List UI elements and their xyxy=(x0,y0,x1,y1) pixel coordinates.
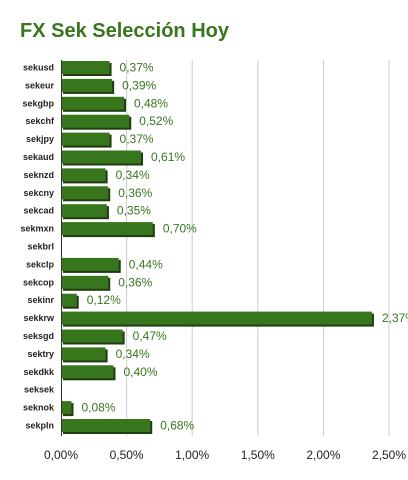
category-label: sekchf xyxy=(25,116,55,126)
labels: 0,00% 0,50% 1,00% 1,50% 2,00% 2,50% sekusd 0,37… xyxy=(20,61,408,463)
category-label: sekkrw xyxy=(23,313,55,323)
category-label: seksek xyxy=(24,385,55,395)
value-label: 0,35% xyxy=(117,204,151,218)
value-label: 0,47% xyxy=(133,329,167,343)
category-label: sekbrl xyxy=(27,242,54,252)
bar-sekjpy xyxy=(61,132,110,146)
bar-seksgd xyxy=(61,329,123,343)
category-label: seknok xyxy=(23,403,55,413)
category-label: seknzd xyxy=(23,170,54,180)
category-label: sekmxn xyxy=(20,224,54,234)
bar-sektry xyxy=(61,347,106,361)
category-label: sekcop xyxy=(23,277,55,287)
x-tick-label: 1,50% xyxy=(241,448,275,462)
bar-seknzd xyxy=(61,168,106,182)
chart-title: FX Sek Selección Hoy xyxy=(20,20,229,42)
x-tick-label: 0,50% xyxy=(110,448,144,462)
value-label: 0,34% xyxy=(116,347,150,361)
bar-sekdkk xyxy=(61,365,114,379)
category-label: sektry xyxy=(27,349,54,359)
bar-sekcny xyxy=(61,186,109,200)
value-label: 0,37% xyxy=(120,61,154,75)
bar-sekcop xyxy=(61,275,109,289)
bar-sekgbp xyxy=(61,96,124,110)
value-label: 0,12% xyxy=(87,293,121,307)
category-label: sekusd xyxy=(23,63,54,73)
value-label: 0,40% xyxy=(123,365,157,379)
bar-sekmxn xyxy=(61,222,153,236)
value-label: 2,37% xyxy=(382,311,408,325)
category-label: sekjpy xyxy=(26,134,54,144)
bar-sekusd xyxy=(61,61,110,74)
grid-lines xyxy=(126,60,390,436)
x-tick-label: 1,00% xyxy=(175,448,209,462)
value-label: 0,36% xyxy=(118,186,152,200)
value-label: 0,61% xyxy=(151,150,185,164)
category-label: sekeur xyxy=(25,80,55,90)
category-label: sekaud xyxy=(23,152,54,162)
bar-sekkrw xyxy=(61,311,372,325)
category-label: sekinr xyxy=(27,295,54,305)
category-label: sekgbp xyxy=(22,98,54,108)
value-label: 0,52% xyxy=(139,114,173,128)
value-label: 0,70% xyxy=(163,222,197,236)
bar-sekaud xyxy=(61,150,142,164)
x-tick-label: 0,00% xyxy=(44,448,78,462)
bar-seknok xyxy=(61,401,72,415)
bar-sekclp xyxy=(61,257,119,271)
category-label: sekcny xyxy=(23,188,54,198)
value-label: 0,36% xyxy=(118,275,152,289)
value-label: 0,34% xyxy=(116,168,150,182)
x-tick-label: 2,00% xyxy=(306,448,340,462)
value-label: 0,08% xyxy=(81,401,115,415)
category-label: sekclp xyxy=(26,259,55,269)
bar-sekcad xyxy=(61,204,107,218)
bars xyxy=(61,61,374,434)
value-label: 0,68% xyxy=(160,419,194,433)
value-label: 0,37% xyxy=(120,132,154,146)
value-label: 0,48% xyxy=(134,96,168,110)
bar-sekpln xyxy=(61,419,151,432)
category-label: sekdkk xyxy=(23,367,55,377)
category-label: seksgd xyxy=(23,331,54,341)
category-label: sekpln xyxy=(25,421,54,431)
bar-sekchf xyxy=(61,114,130,128)
category-label: sekcad xyxy=(23,206,54,216)
value-label: 0,39% xyxy=(122,78,156,92)
bar-sekinr xyxy=(61,293,77,307)
bar-sekeur xyxy=(61,78,113,92)
value-label: 0,44% xyxy=(129,257,163,271)
x-tick-label: 2,50% xyxy=(372,448,406,462)
